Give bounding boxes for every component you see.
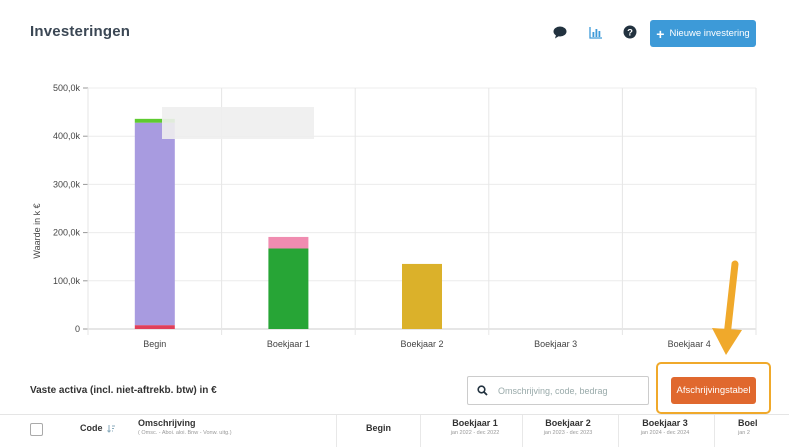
bar-chart-icon[interactable] [587, 23, 605, 41]
y-tick-label: 300,0k [53, 179, 81, 189]
bar-segment[interactable] [402, 263, 442, 329]
x-tick-label: Boekjaar 4 [668, 339, 711, 349]
column-description[interactable]: Omschrijving ( Omsc. - Aboi. aloi. Bnw -… [138, 418, 232, 436]
investment-chart: Begin Boekjaar 1 Boekjaar 2 Boekjaar 3 Boekj… [32, 83, 757, 349]
column-year-3-label: Boekjaar 3 [642, 418, 688, 428]
bar-segment[interactable] [134, 122, 175, 326]
y-tick-label: 0 [75, 324, 80, 334]
column-year-2[interactable]: Boekjaar 2 jan 2023 - dec 2023 [533, 418, 603, 436]
column-year-4-sub: jan 2 [738, 430, 750, 436]
highlight-box [656, 362, 771, 414]
column-year-4[interactable]: Boel jan 2 [738, 418, 758, 436]
column-code[interactable]: Code [80, 423, 116, 433]
assets-table-header: Code Omschrijving ( Omsc. - Aboi. aloi. … [0, 414, 789, 447]
page-title: Investeringen [30, 23, 131, 40]
bar-segment[interactable] [134, 118, 175, 123]
column-year-3-sub: jan 2024 - dec 2024 [640, 430, 690, 436]
plus-icon: + [656, 25, 665, 42]
column-year-2-label: Boekjaar 2 [545, 418, 591, 428]
select-all-checkbox[interactable] [30, 423, 43, 436]
column-year-3[interactable]: Boekjaar 3 jan 2024 - dec 2024 [628, 418, 702, 436]
column-description-label: Omschrijving [138, 418, 196, 428]
help-icon[interactable]: ? [621, 23, 639, 41]
column-year-1-sub: jan 2022 - dec 2022 [450, 430, 500, 436]
column-begin[interactable]: Begin [366, 423, 392, 433]
comment-icon[interactable] [551, 23, 569, 41]
sort-icon [106, 424, 115, 433]
y-tick-label: 400,0k [53, 131, 81, 141]
new-investment-button[interactable]: + Nieuwe investering [650, 20, 756, 47]
column-year-4-label: Boel [738, 418, 758, 428]
new-investment-label: Nieuwe investering [669, 28, 750, 39]
column-description-sub: ( Omsc. - Aboi. aloi. Bnw - Vonw. uitg.) [138, 430, 232, 436]
chart-tooltip-placeholder [162, 107, 314, 139]
y-tick-label: 200,0k [53, 228, 81, 238]
depreciation-table-button[interactable]: Afschrijvingstabel [671, 377, 756, 404]
search-box[interactable] [467, 376, 649, 405]
search-input[interactable] [496, 384, 640, 397]
column-year-1-label: Boekjaar 1 [452, 418, 498, 428]
bar-segment[interactable] [268, 236, 309, 249]
svg-text:?: ? [627, 28, 633, 39]
assets-section-title: Vaste activa (incl. niet-aftrekb. btw) i… [30, 385, 217, 396]
y-axis-label: Waarde in k € [32, 203, 42, 258]
y-tick-label: 500,0k [53, 83, 81, 93]
column-code-label: Code [80, 423, 103, 433]
search-icon [468, 385, 496, 396]
down-arrow-icon [712, 260, 742, 355]
y-tick-label: 100,0k [53, 276, 81, 286]
x-tick-label: Boekjaar 2 [400, 339, 443, 349]
bar-segment[interactable] [134, 325, 175, 329]
x-tick-label: Begin [143, 339, 166, 349]
column-year-1[interactable]: Boekjaar 1 jan 2022 - dec 2022 [440, 418, 510, 436]
x-tick-label: Boekjaar 3 [534, 339, 577, 349]
x-tick-label: Boekjaar 1 [267, 339, 310, 349]
column-year-2-sub: jan 2023 - dec 2023 [543, 430, 593, 436]
bar-segment[interactable] [268, 248, 309, 329]
